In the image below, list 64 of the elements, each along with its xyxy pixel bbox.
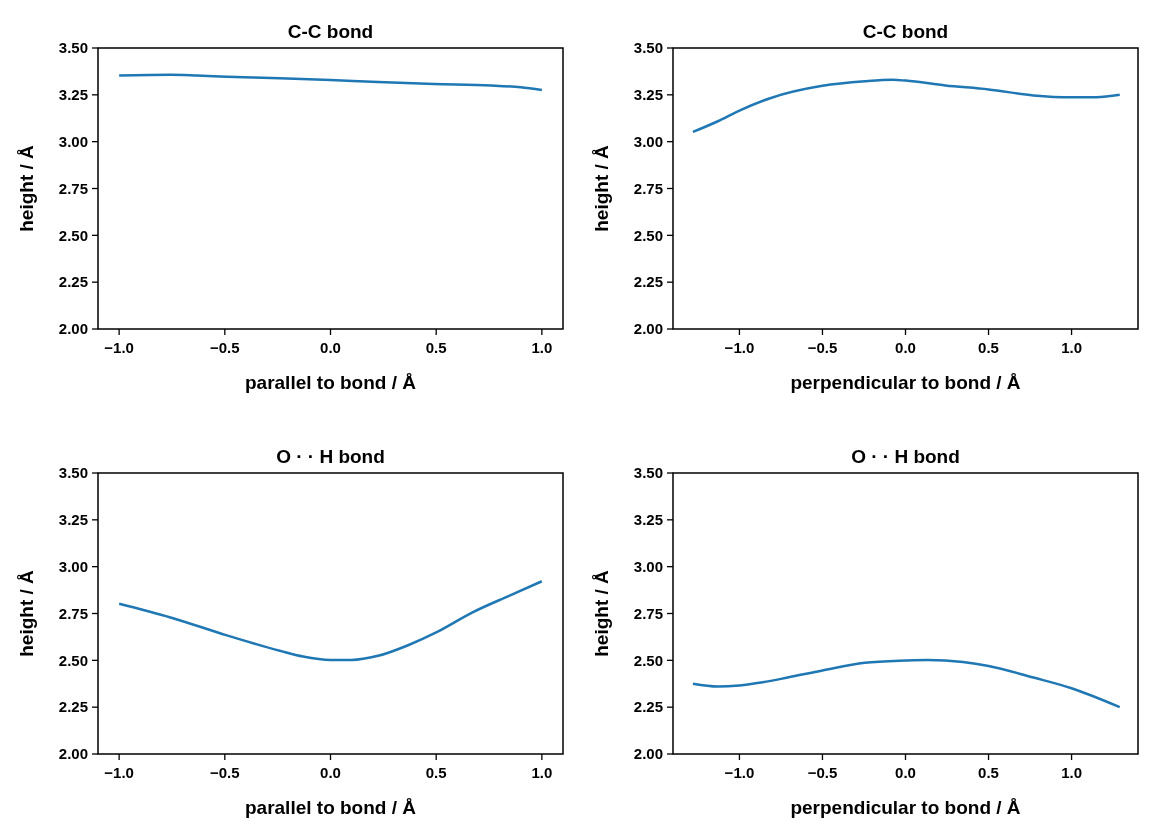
x-tick-label: −0.5: [210, 764, 240, 781]
x-tick-label: −1.0: [724, 339, 755, 356]
chart-title: C-C bond: [862, 21, 949, 42]
x-axis-title: perpendicular to bond / Å: [790, 372, 1021, 393]
x-tick-label: 0.0: [895, 764, 916, 781]
y-tick-label: 2.00: [58, 320, 88, 338]
chart-title: O · · H bond: [851, 446, 960, 467]
x-tick-label: 1.0: [531, 339, 553, 356]
y-tick-label: 3.00: [58, 557, 88, 575]
line-series: [117, 73, 544, 92]
y-tick-label: 2.75: [633, 604, 663, 622]
x-tick-label: 1.0: [1061, 339, 1082, 356]
y-tick-label: 2.50: [633, 226, 663, 244]
y-tick-label: 3.00: [633, 557, 663, 575]
x-tick-label: −1.0: [104, 339, 134, 356]
line-series: [117, 580, 544, 662]
y-tick-label: 2.50: [58, 651, 88, 669]
x-tick-label: −0.5: [210, 339, 240, 356]
x-tick-label: −0.5: [807, 339, 838, 356]
y-tick-label: 2.25: [58, 273, 88, 291]
x-axis-title: parallel to bond / Å: [244, 797, 417, 818]
y-tick-label: 2.00: [633, 745, 663, 763]
y-tick-label: 3.25: [633, 511, 663, 529]
y-tick-label: 2.25: [58, 698, 88, 716]
y-tick-label: 2.75: [58, 179, 88, 197]
y-tick-label: 2.50: [633, 651, 663, 669]
y-tick-label: 2.00: [633, 320, 663, 338]
y-tick-label: 3.25: [58, 86, 88, 104]
line-series: [691, 658, 1121, 709]
y-tick-label: 3.50: [633, 39, 663, 57]
y-tick-label: 3.50: [58, 39, 88, 57]
x-tick-label: 1.0: [1061, 764, 1082, 781]
chart-title: C-C bond: [287, 21, 374, 42]
y-tick-label: 3.25: [633, 86, 663, 104]
x-axis-title: parallel to bond / Å: [244, 372, 417, 393]
y-tick-label: 3.00: [58, 132, 88, 150]
x-tick-label: −1.0: [724, 764, 755, 781]
x-tick-label: 0.0: [320, 764, 341, 781]
y-axis-title: height / Å: [16, 569, 37, 657]
x-tick-label: 0.5: [425, 764, 447, 781]
y-tick-label: 2.25: [633, 698, 663, 716]
y-tick-label: 3.00: [633, 132, 663, 150]
x-tick-label: 0.5: [978, 764, 999, 781]
y-tick-label: 2.25: [633, 273, 663, 291]
x-axis-title: perpendicular to bond / Å: [790, 797, 1021, 818]
y-tick-label: 2.50: [58, 226, 88, 244]
x-tick-label: −0.5: [807, 764, 838, 781]
y-tick-label: 2.75: [633, 179, 663, 197]
y-tick-label: 3.50: [633, 464, 663, 482]
x-tick-label: 0.0: [320, 339, 341, 356]
x-tick-label: 0.0: [895, 339, 916, 356]
x-tick-label: 0.5: [978, 339, 999, 356]
x-tick-label: 1.0: [531, 764, 553, 781]
x-tick-label: 0.5: [425, 339, 447, 356]
y-tick-label: 2.75: [58, 604, 88, 622]
chart-title: O · · H bond: [276, 446, 385, 467]
y-axis-title: height / Å: [591, 569, 612, 657]
x-tick-label: −1.0: [104, 764, 134, 781]
y-tick-label: 3.50: [58, 464, 88, 482]
y-axis-title: height / Å: [591, 144, 612, 232]
line-series: [691, 78, 1121, 134]
y-tick-label: 3.25: [58, 511, 88, 529]
y-axis-title: height / Å: [16, 144, 37, 232]
y-tick-label: 2.00: [58, 745, 88, 763]
